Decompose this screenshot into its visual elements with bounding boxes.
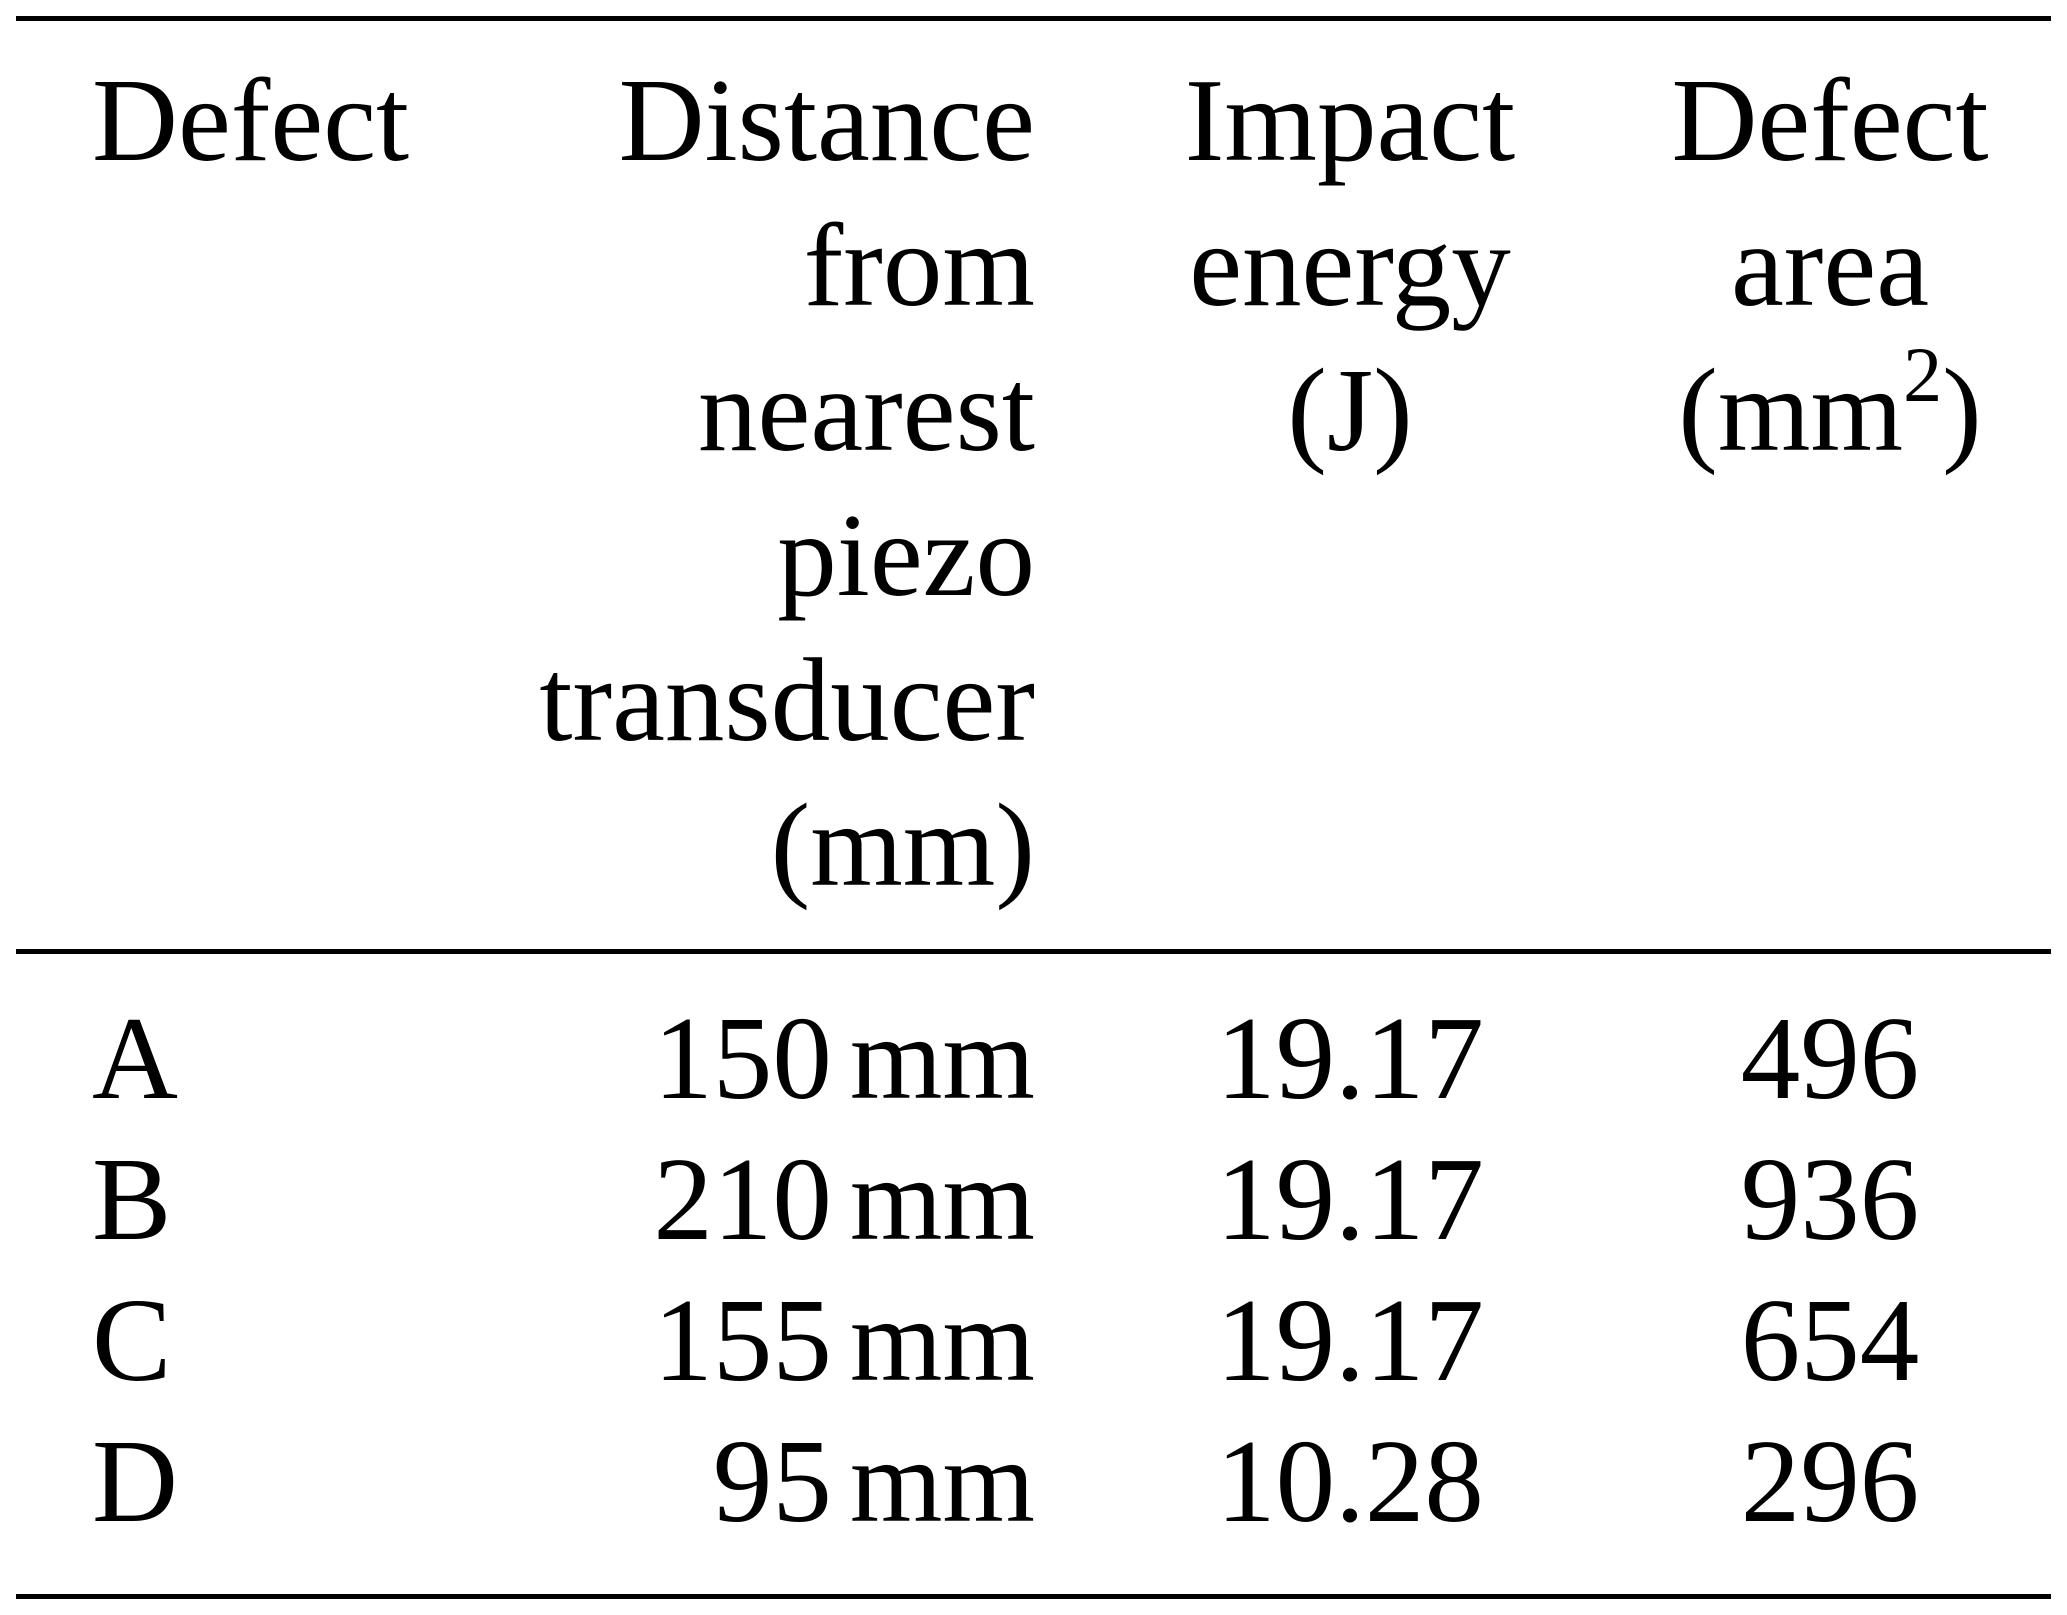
header-impact-energy: Impact energy (J) <box>1150 48 1550 483</box>
header-defect-area: Defect area (mm2) <box>1620 48 2040 483</box>
cell-distance-unit: mm <box>849 1415 1035 1547</box>
cell-distance-unit: mm <box>849 992 1035 1124</box>
header-area-line: area <box>1730 199 1930 331</box>
cell-distance-value: 95 <box>712 1415 832 1547</box>
bottom-rule <box>16 1594 2051 1599</box>
cell-defect-area: 936 <box>1740 1133 1920 1265</box>
header-impact-line: energy <box>1189 199 1511 331</box>
header-area-exponent: 2 <box>1903 331 1943 419</box>
header-distance-line: transducer <box>539 634 1035 766</box>
top-rule <box>16 16 2051 21</box>
cell-impact-energy: 19.17 <box>1216 1274 1484 1406</box>
header-distance-line: from <box>803 199 1035 331</box>
cell-distance-value: 155 <box>653 1274 832 1406</box>
header-distance-line: (mm) <box>770 779 1035 911</box>
header-impact-line: (J) <box>1287 344 1413 476</box>
table-row: B 210 mm 19.17 936 <box>0 1127 2067 1272</box>
cell-distance-unit: mm <box>849 1274 1035 1406</box>
cell-defect: D <box>92 1415 178 1547</box>
header-area-unit: (mm <box>1678 344 1904 476</box>
cell-defect-area: 496 <box>1740 992 1920 1124</box>
header-distance-line: piezo <box>777 489 1035 621</box>
table-row: A 150 mm 19.17 496 <box>0 986 2067 1131</box>
cell-defect-area: 296 <box>1740 1415 1920 1547</box>
header-distance-line: Distance <box>618 54 1035 186</box>
header-rule <box>16 949 2051 954</box>
header-defect-line: Defect <box>92 54 410 186</box>
header-distance-line: nearest <box>698 344 1035 476</box>
header-impact-line: Impact <box>1184 54 1516 186</box>
header-area-close: ) <box>1942 344 1982 476</box>
cell-impact-energy: 10.28 <box>1216 1415 1484 1547</box>
header-area-line: Defect <box>1671 54 1989 186</box>
table-row: D 95 mm 10.28 296 <box>0 1409 2067 1554</box>
cell-distance-value: 150 <box>653 992 832 1124</box>
cell-defect-area: 654 <box>1740 1274 1920 1406</box>
cell-distance-unit: mm <box>849 1133 1035 1265</box>
cell-defect: A <box>92 992 178 1124</box>
cell-defect: B <box>92 1133 172 1265</box>
header-distance: Distance from nearest piezo transducer (… <box>520 48 1035 918</box>
table-row: C 155 mm 19.17 654 <box>0 1268 2067 1413</box>
header-defect: Defect <box>92 48 492 193</box>
cell-impact-energy: 19.17 <box>1216 992 1484 1124</box>
cell-defect: C <box>92 1274 172 1406</box>
cell-impact-energy: 19.17 <box>1216 1133 1484 1265</box>
header-area-unit-line: (mm2) <box>1620 336 2040 483</box>
cell-distance-value: 210 <box>653 1133 832 1265</box>
